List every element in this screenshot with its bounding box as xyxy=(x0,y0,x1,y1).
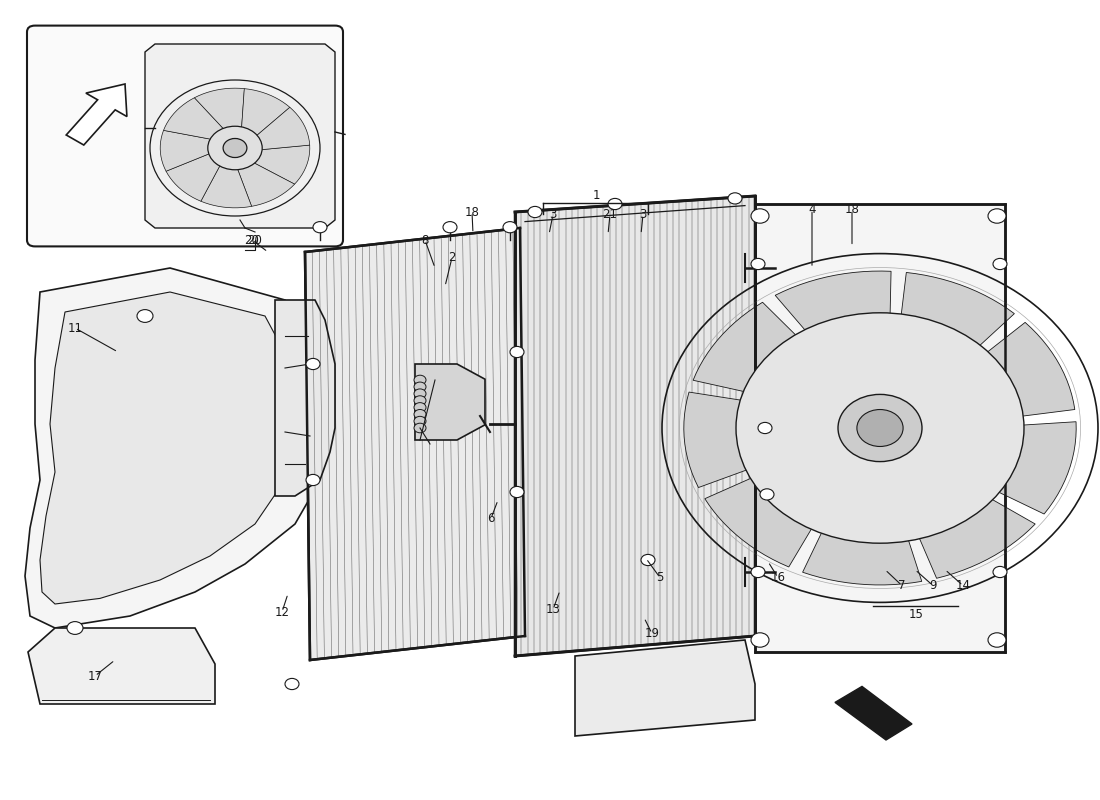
Polygon shape xyxy=(892,273,1014,403)
Text: 3: 3 xyxy=(549,208,557,221)
Polygon shape xyxy=(66,84,126,145)
Circle shape xyxy=(306,474,320,486)
Circle shape xyxy=(285,678,299,690)
Polygon shape xyxy=(888,455,1035,578)
Text: 6: 6 xyxy=(487,512,495,525)
Polygon shape xyxy=(920,322,1075,428)
Polygon shape xyxy=(684,392,835,487)
Polygon shape xyxy=(195,88,244,130)
Circle shape xyxy=(414,410,426,419)
Polygon shape xyxy=(255,107,310,150)
Circle shape xyxy=(414,396,426,406)
FancyBboxPatch shape xyxy=(28,26,343,246)
Text: 18: 18 xyxy=(845,203,859,216)
Circle shape xyxy=(306,358,320,370)
Text: since 1985: since 1985 xyxy=(660,442,800,534)
Polygon shape xyxy=(28,628,214,704)
Circle shape xyxy=(993,566,1007,578)
Text: sparesparts: sparesparts xyxy=(614,348,826,484)
Polygon shape xyxy=(305,228,525,660)
Polygon shape xyxy=(275,300,336,496)
Text: 16: 16 xyxy=(770,571,785,584)
Text: 13: 13 xyxy=(546,603,560,616)
Circle shape xyxy=(208,126,262,170)
Text: 12: 12 xyxy=(275,606,289,618)
Circle shape xyxy=(751,566,764,578)
Circle shape xyxy=(443,222,456,233)
Polygon shape xyxy=(252,145,310,184)
Text: 4: 4 xyxy=(808,203,816,216)
Polygon shape xyxy=(40,292,295,604)
Text: 20: 20 xyxy=(248,234,263,246)
Circle shape xyxy=(641,554,654,566)
Text: 21: 21 xyxy=(603,208,617,221)
Text: 19: 19 xyxy=(645,627,660,640)
Circle shape xyxy=(414,416,426,426)
Polygon shape xyxy=(803,461,922,585)
Polygon shape xyxy=(415,364,485,440)
Polygon shape xyxy=(835,686,912,740)
Circle shape xyxy=(414,375,426,385)
Circle shape xyxy=(988,209,1007,223)
Polygon shape xyxy=(755,204,1005,652)
Text: 17: 17 xyxy=(88,670,102,682)
Text: 14: 14 xyxy=(956,579,970,592)
Polygon shape xyxy=(145,44,336,228)
Polygon shape xyxy=(693,302,856,412)
Polygon shape xyxy=(161,130,213,171)
Circle shape xyxy=(751,633,769,647)
Circle shape xyxy=(760,489,774,500)
Text: 9: 9 xyxy=(930,579,937,592)
Circle shape xyxy=(838,394,922,462)
Polygon shape xyxy=(236,162,295,206)
Polygon shape xyxy=(201,163,252,208)
Polygon shape xyxy=(515,196,755,656)
Circle shape xyxy=(223,138,246,158)
Circle shape xyxy=(414,402,426,412)
Text: 8: 8 xyxy=(421,234,429,246)
Circle shape xyxy=(510,486,524,498)
Circle shape xyxy=(314,222,327,233)
Text: 1: 1 xyxy=(592,189,600,202)
Circle shape xyxy=(67,622,82,634)
Text: 7: 7 xyxy=(899,579,905,592)
Circle shape xyxy=(758,422,772,434)
Polygon shape xyxy=(166,153,221,202)
Text: 20: 20 xyxy=(244,234,260,246)
Circle shape xyxy=(736,313,1024,543)
Polygon shape xyxy=(575,640,755,736)
Circle shape xyxy=(993,258,1007,270)
Text: 18: 18 xyxy=(464,206,480,218)
Polygon shape xyxy=(25,268,336,628)
Circle shape xyxy=(138,310,153,322)
Text: 11: 11 xyxy=(67,322,82,334)
Text: 5: 5 xyxy=(657,571,663,584)
Circle shape xyxy=(857,410,903,446)
Circle shape xyxy=(608,198,622,210)
Circle shape xyxy=(988,633,1007,647)
Polygon shape xyxy=(705,441,852,567)
Circle shape xyxy=(510,346,524,358)
Text: 2: 2 xyxy=(449,251,455,264)
Polygon shape xyxy=(916,422,1076,514)
Circle shape xyxy=(528,206,542,218)
Text: 3: 3 xyxy=(639,208,647,221)
Polygon shape xyxy=(776,271,891,394)
Circle shape xyxy=(728,193,743,204)
Text: 15: 15 xyxy=(909,608,923,621)
Circle shape xyxy=(414,382,426,392)
Circle shape xyxy=(414,389,426,398)
Polygon shape xyxy=(242,89,290,138)
Circle shape xyxy=(751,258,764,270)
Polygon shape xyxy=(164,98,226,140)
Circle shape xyxy=(414,423,426,433)
Circle shape xyxy=(751,209,769,223)
Circle shape xyxy=(503,222,517,233)
